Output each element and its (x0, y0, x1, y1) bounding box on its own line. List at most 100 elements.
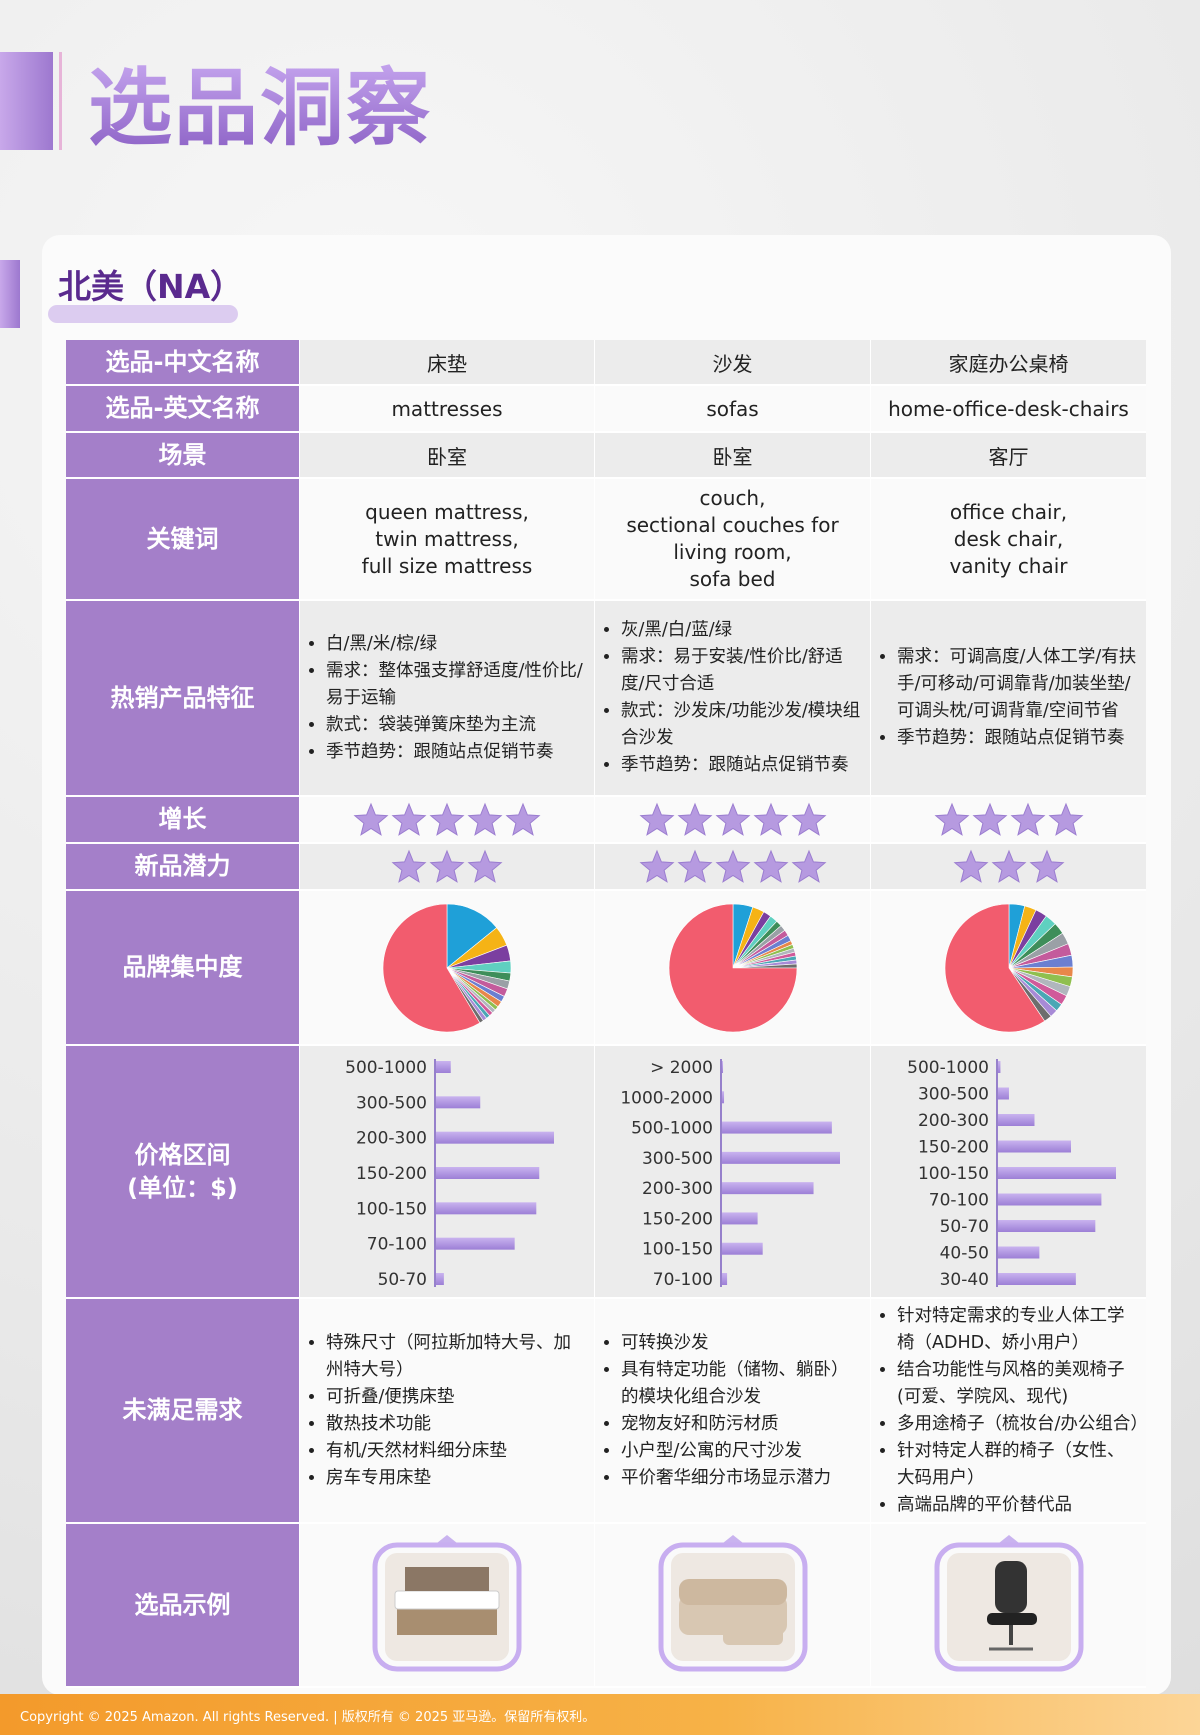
keyword: couch, (699, 486, 766, 510)
price-bar (721, 1272, 727, 1285)
price-bar (436, 1272, 444, 1285)
table-cell: 卧室 (299, 433, 594, 479)
illustration-part (678, 1579, 787, 1605)
illustration-part (394, 1567, 500, 1635)
pie-chart (382, 903, 512, 1032)
table-cell: 需求：可调高度/人体工学/有扶手/可移动/可调靠背/加装坐垫/可调头枕/可调背靠… (870, 601, 1146, 797)
bullet-item: 款式：袋装弹簧床垫为主流 (326, 712, 588, 739)
price-range-label: 500-1000 (631, 1118, 713, 1138)
cn-name: 床垫 (427, 351, 467, 376)
row-label: 选品示例 (66, 1524, 299, 1688)
region-title: 北美（NA） (58, 267, 244, 306)
bullet-item: 散热技术功能 (326, 1411, 588, 1438)
star (505, 802, 541, 836)
bullet-item: 款式：沙发床/功能沙发/模块组合沙发 (621, 698, 864, 752)
bullet-list: 针对特定需求的专业人体工学椅（ADHD、娇小用户）结合功能性与风格的美观椅子(可… (871, 1303, 1146, 1519)
bullet-item: 可折叠/便携床垫 (326, 1384, 588, 1411)
star (953, 849, 988, 883)
table-cell (870, 844, 1146, 891)
keyword: sectional couches for living room, (626, 513, 839, 564)
price-bar (436, 1237, 515, 1250)
row-label: 增长 (66, 797, 299, 844)
price-range-label: 70-100 (367, 1234, 427, 1254)
table-cell: couch, sectional couches for living room,… (594, 479, 870, 601)
price-bar (997, 1219, 1095, 1232)
star (715, 849, 750, 883)
keyword: office chair, (949, 499, 1068, 524)
bullet-item: 宠物友好和防污材质 (621, 1411, 864, 1438)
table-cell: 500-1000 300-500 200-300 150-200 100-150 70-1… (299, 1046, 594, 1299)
bullet-item: 具有特定功能（储物、躺卧）的模块化组合沙发 (621, 1357, 864, 1411)
price-range-label: 200-300 (641, 1179, 712, 1199)
price-bar (436, 1201, 537, 1214)
illustration-part (722, 1535, 743, 1543)
table-cell (594, 1524, 870, 1688)
price-range-label: 100-150 (356, 1199, 427, 1219)
product-image (658, 1535, 807, 1672)
bullet-list: 可转换沙发具有特定功能（储物、躺卧）的模块化组合沙发宠物友好和防污材质小户型/公… (595, 1330, 870, 1492)
star (1029, 849, 1064, 883)
table-cell: 500-1000 300-500 200-300 150-200 100-150 70-1… (870, 1046, 1146, 1299)
table-cell: queen mattress, twin mattress, full size m… (299, 479, 594, 601)
price-bar (436, 1131, 554, 1144)
row-label: 选品-英文名称 (66, 386, 299, 433)
price-range-label: 150-200 (641, 1209, 712, 1229)
price-range-label: 300-500 (356, 1093, 427, 1113)
row-label: 价格区间 (单位：$) (66, 1046, 299, 1299)
price-bar (997, 1113, 1034, 1126)
bullet-item: 有机/天然材料细分床垫 (326, 1438, 588, 1465)
table-cell (299, 1524, 594, 1688)
star (429, 802, 465, 836)
keyword: desk chair, (953, 526, 1064, 551)
bullet-item: 针对特定需求的专业人体工学椅（ADHD、娇小用户） (897, 1303, 1140, 1357)
price-bar (721, 1090, 724, 1103)
bullet-item: 需求：可调高度/人体工学/有扶手/可移动/可调靠背/加装坐垫/可调头枕/可调背靠… (897, 644, 1140, 725)
illustration-part (394, 1590, 500, 1610)
price-bar (436, 1060, 451, 1073)
table-cell: 特殊尺寸（阿拉斯加特大号、加州特大号）可折叠/便携床垫散热技术功能有机/天然材料… (299, 1299, 594, 1524)
table-cell (870, 891, 1146, 1046)
table-cell (594, 844, 870, 891)
price-bar (997, 1087, 1009, 1099)
star-rating (639, 802, 826, 836)
table-cell: 针对特定需求的专业人体工学椅（ADHD、娇小用户）结合功能性与风格的美观椅子(可… (870, 1299, 1146, 1524)
footer-text: Copyright © 2025 Amazon. All rights Rese… (20, 1710, 596, 1725)
price-range-label: 70-100 (652, 1270, 712, 1290)
bullet-item: 季节趋势：跟随站点促销节奏 (897, 725, 1140, 752)
star-rating (391, 849, 503, 883)
star-rating (639, 849, 826, 883)
table-cell (594, 797, 870, 844)
star (467, 849, 503, 883)
table-cell: 家庭办公桌椅 (870, 340, 1146, 386)
table-cell (870, 1524, 1146, 1688)
pie-chart (944, 903, 1073, 1032)
row-label: 热销产品特征 (66, 601, 299, 797)
bullet-item: 房车专用床垫 (326, 1465, 588, 1492)
star-rating (953, 849, 1064, 883)
price-bar (721, 1211, 758, 1224)
price-range-label: 500-1000 (345, 1058, 427, 1078)
illustration-part (998, 1535, 1019, 1543)
illustration-part (437, 1535, 457, 1543)
illustration-part (658, 1542, 807, 1672)
row-label: 场景 (66, 433, 299, 479)
bullet-item: 结合功能性与风格的美观椅子(可爱、学院风、现代) (897, 1357, 1140, 1411)
keyword: queen mattress, (365, 499, 529, 524)
illustration-part (722, 1625, 783, 1645)
star (353, 802, 389, 836)
star (677, 802, 712, 836)
price-range-label: 1000-2000 (620, 1088, 713, 1108)
pie-slice (944, 903, 1045, 1032)
table-cell: 可转换沙发具有特定功能（储物、躺卧）的模块化组合沙发宠物友好和防污材质小户型/公… (594, 1299, 870, 1524)
bullet-item: 平价奢华细分市场显示潜力 (621, 1465, 864, 1492)
price-range-label: 100-150 (917, 1164, 988, 1184)
row-label: 选品-中文名称 (66, 340, 299, 386)
star (715, 802, 750, 836)
pie-slice (446, 903, 498, 969)
price-range-label: 150-200 (356, 1164, 427, 1184)
bullet-item: 多用途椅子（梳妆台/办公组合） (897, 1411, 1146, 1438)
table-cell: 灰/黑/白/蓝/绿需求：易于安装/性价比/舒适度/尺寸合适款式：沙发床/功能沙发… (594, 601, 870, 797)
bullet-item: 需求：易于安装/性价比/舒适度/尺寸合适 (621, 644, 864, 698)
price-range-label: 300-500 (917, 1084, 988, 1104)
